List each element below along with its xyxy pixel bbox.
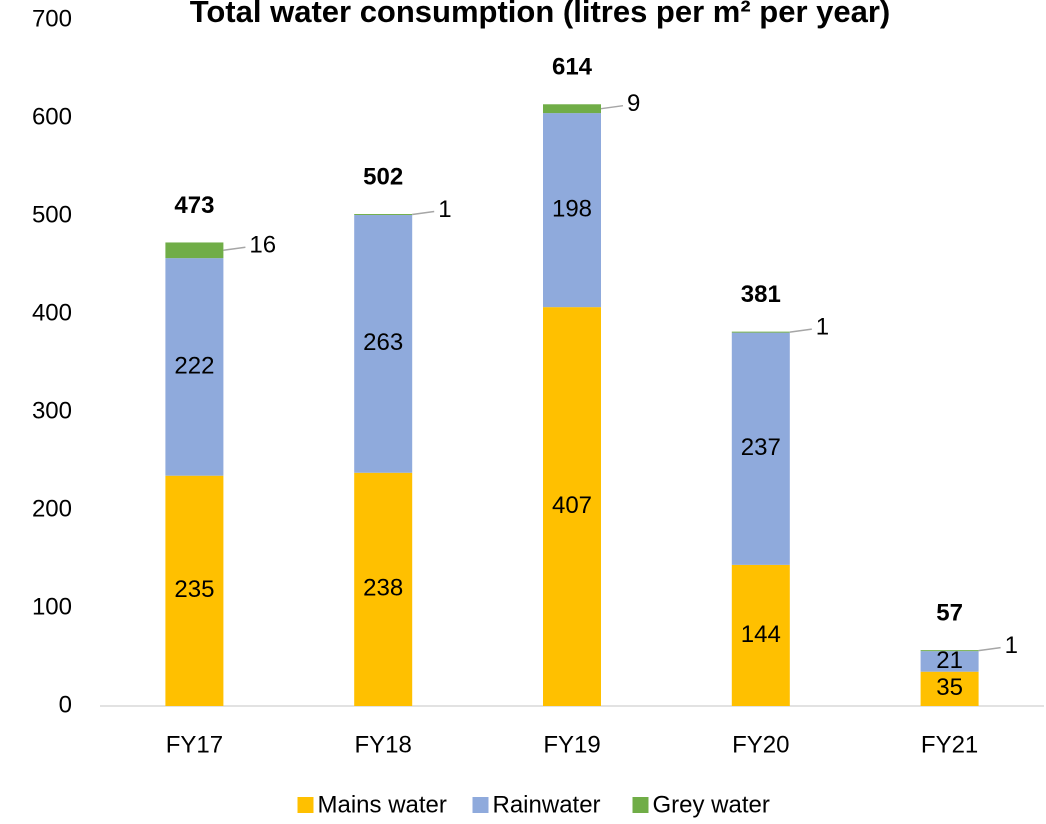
y-tick-label: 200 bbox=[32, 495, 72, 522]
y-tick-label: 100 bbox=[32, 593, 72, 620]
data-label: 407 bbox=[552, 492, 592, 519]
data-label: 21 bbox=[936, 647, 963, 674]
bar-segment bbox=[354, 472, 413, 706]
y-tick-label: 0 bbox=[59, 691, 72, 718]
bar-segment bbox=[543, 113, 601, 308]
total-label: 57 bbox=[936, 599, 963, 626]
data-label: 237 bbox=[741, 434, 781, 461]
bar-segment bbox=[731, 332, 790, 565]
y-tick-label: 400 bbox=[32, 299, 72, 326]
legend-swatch bbox=[297, 797, 314, 813]
x-tick-label: FY21 bbox=[921, 731, 978, 758]
leader-line bbox=[978, 646, 1001, 652]
data-label: 263 bbox=[363, 329, 403, 356]
data-label: 1 bbox=[1005, 632, 1018, 659]
bar-segment bbox=[920, 651, 979, 672]
legend-label: Rainwater bbox=[493, 791, 601, 818]
chart-title: Total water consumption (litres per m² p… bbox=[190, 0, 891, 29]
bar-segment bbox=[543, 307, 601, 706]
data-label: 235 bbox=[174, 576, 214, 603]
x-tick-label: FY19 bbox=[543, 731, 600, 758]
bar-segment bbox=[920, 671, 979, 706]
y-tick-label: 300 bbox=[32, 397, 72, 424]
x-tick-label: FY17 bbox=[166, 731, 223, 758]
bar-segment bbox=[731, 331, 790, 333]
bar-segment bbox=[165, 242, 224, 259]
total-label: 381 bbox=[741, 281, 781, 308]
leader-line bbox=[789, 328, 812, 333]
bar-segment bbox=[354, 214, 413, 216]
x-tick-label: FY18 bbox=[355, 731, 412, 758]
leader-line bbox=[412, 210, 435, 216]
data-label: 1 bbox=[438, 196, 451, 223]
data-label: 222 bbox=[174, 352, 214, 379]
leader-line bbox=[223, 246, 246, 252]
y-tick-label: 700 bbox=[32, 5, 72, 32]
data-label: 9 bbox=[627, 90, 640, 117]
data-label: 198 bbox=[552, 195, 592, 222]
bar-segment bbox=[354, 215, 413, 473]
legend-label: Grey water bbox=[653, 791, 770, 818]
data-label: 16 bbox=[249, 232, 276, 259]
bar-segment bbox=[165, 258, 224, 476]
data-label: 1 bbox=[816, 313, 829, 340]
legend-label: Mains water bbox=[318, 791, 447, 818]
bar-segment bbox=[731, 564, 790, 706]
bar-segment bbox=[165, 475, 224, 706]
leader-line bbox=[600, 104, 624, 110]
bar-segment bbox=[920, 650, 979, 652]
data-label: 144 bbox=[741, 621, 781, 648]
legend-swatch bbox=[632, 797, 649, 813]
y-tick-label: 600 bbox=[32, 103, 72, 130]
y-tick-label: 500 bbox=[32, 201, 72, 228]
total-label: 502 bbox=[363, 163, 403, 190]
x-tick-label: FY20 bbox=[732, 731, 789, 758]
data-label: 35 bbox=[936, 674, 963, 701]
total-label: 614 bbox=[552, 54, 593, 81]
data-label: 238 bbox=[363, 575, 403, 602]
bar-segment bbox=[543, 104, 601, 114]
legend-swatch bbox=[472, 797, 489, 813]
total-label: 473 bbox=[174, 192, 214, 219]
